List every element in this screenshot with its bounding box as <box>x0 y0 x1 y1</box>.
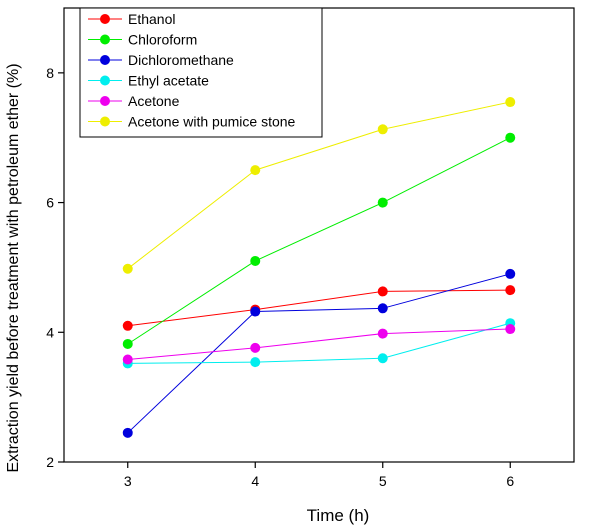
x-tick-label: 4 <box>251 473 259 489</box>
legend: Ethanol Chloroform Dichloromethane Ethyl ac… <box>79 7 323 138</box>
data-point-acetone <box>505 324 516 335</box>
data-point-acetone-with-pumice-stone <box>377 124 388 135</box>
series-line-chloroform <box>127 137 511 345</box>
legend-marker-chloroform <box>100 34 110 45</box>
data-point-acetone <box>250 342 261 353</box>
data-point-ethyl-acetate <box>377 353 388 364</box>
legend-label-chloroform: Chloroform <box>128 32 197 48</box>
data-point-dichloromethane <box>250 306 261 317</box>
legend-marker-ethanol <box>100 14 110 24</box>
data-point-acetone-with-pumice-stone <box>250 165 261 176</box>
y-tick-label: 6 <box>46 195 54 211</box>
data-point-chloroform <box>505 132 516 143</box>
y-tick-label: 2 <box>46 454 54 470</box>
data-point-chloroform <box>377 197 388 208</box>
legend-label-acetone-with-pumice-stone: Acetone with pumice stone <box>128 114 296 130</box>
legend-label-ethanol: Ethanol <box>128 11 175 27</box>
data-point-dichloromethane <box>122 427 133 438</box>
data-point-dichloromethane <box>505 268 516 279</box>
legend-marker-dichloromethane <box>100 55 110 65</box>
legend-marker-acetone <box>100 96 110 106</box>
data-point-acetone-with-pumice-stone <box>505 97 516 108</box>
data-point-ethanol <box>122 320 133 331</box>
series-line-acetone-with-pumice-stone <box>127 101 511 270</box>
data-point-ethanol <box>505 285 516 296</box>
data-point-chloroform <box>250 255 261 266</box>
x-tick-label: 5 <box>379 473 387 489</box>
legend-box <box>79 7 323 138</box>
y-axis-label: Extraction yield before treatment with p… <box>5 63 22 472</box>
series-line-ethanol <box>127 289 511 327</box>
legend-label-ethyl-acetate: Ethyl acetate <box>128 73 209 89</box>
series-lines <box>127 101 511 434</box>
data-point-acetone-with-pumice-stone <box>122 263 133 274</box>
x-tick-label: 6 <box>506 473 514 489</box>
data-point-ethyl-acetate <box>250 357 261 368</box>
legend-label-acetone: Acetone <box>128 93 180 109</box>
data-point-chloroform <box>122 338 133 349</box>
y-tick-label: 4 <box>46 324 54 340</box>
series-markers <box>122 97 516 438</box>
data-point-ethanol <box>377 286 388 297</box>
y-tick-label: 8 <box>46 65 54 81</box>
legend-marker-ethyl-acetate <box>100 75 110 86</box>
series-line-ethyl-acetate <box>127 322 511 364</box>
x-axis-label: Time (h) <box>307 506 370 525</box>
x-tick-label: 3 <box>124 473 132 489</box>
data-point-dichloromethane <box>377 303 388 314</box>
data-point-acetone <box>122 354 133 365</box>
legend-label-dichloromethane: Dichloromethane <box>128 52 234 68</box>
data-point-acetone <box>377 328 388 339</box>
series-line-acetone <box>127 328 511 360</box>
series-line-dichloromethane <box>127 273 511 434</box>
legend-marker-acetone-with-pumice-stone <box>100 116 110 127</box>
